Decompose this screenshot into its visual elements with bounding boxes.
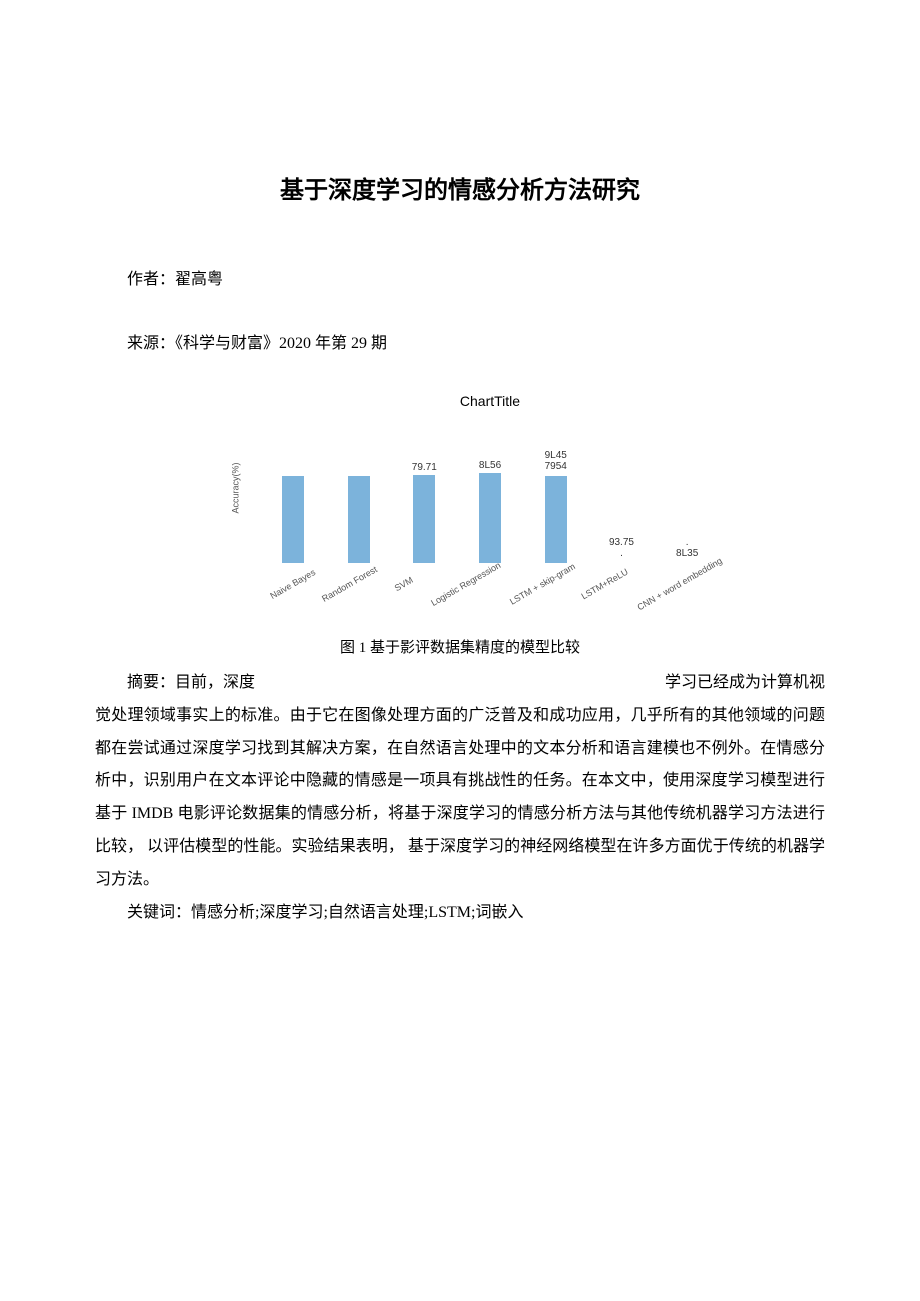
x-axis-labels: Naive BayesRandom ForestSVMLogistic Regr… <box>200 571 720 631</box>
chart-title: ChartTitle <box>260 393 720 409</box>
bar-value-label: 93.75. <box>609 537 634 561</box>
y-axis-label: Accuracy(%) <box>231 462 241 513</box>
accuracy-bar-chart: ChartTitle Accuracy(%) 79.71 8L56 9L457954… <box>200 393 720 631</box>
page-title: 基于深度学习的情感分析方法研究 <box>95 170 825 205</box>
abstract-body: 觉处理领域事实上的标准。由于它在图像处理方面的广泛普及和成功应用，几乎所有的其他… <box>95 707 825 888</box>
bars-area: 79.71 8L56 9L457954 93.75. .8L35 <box>260 413 720 563</box>
bar-value-label: 9L457954 <box>545 450 567 474</box>
abstract: 摘要：目前，深度 学习已经成为计算机视 觉处理领域事实上的标准。由于它在图像处理… <box>95 667 825 897</box>
abstract-first-line: 摘要：目前，深度 学习已经成为计算机视 <box>95 667 825 700</box>
bar-value-label: 79.71 <box>412 462 437 473</box>
bar-value-label: 8L56 <box>479 460 501 471</box>
bar <box>348 476 370 563</box>
bar-group: 79.71 <box>391 413 457 563</box>
bar-group: 9L457954 <box>523 413 589 563</box>
source-line: 来源：《科学与财富》2020 年第 29 期 <box>95 329 825 353</box>
bar <box>282 476 304 563</box>
chart-plot-area: Accuracy(%) 79.71 8L56 9L457954 93.75. .8L35 <box>200 413 720 563</box>
bar <box>479 473 501 563</box>
abstract-lead-left: 摘要：目前，深度 <box>95 667 255 700</box>
bar-group <box>260 413 326 563</box>
bar-group: .8L35 <box>654 413 720 563</box>
bar-group: 93.75. <box>589 413 655 563</box>
bar <box>545 476 567 563</box>
keywords: 关键词：情感分析;深度学习;自然语言处理;LSTM;词嵌入 <box>95 897 825 930</box>
bar-group: 8L56 <box>457 413 523 563</box>
abstract-lead-right: 学习已经成为计算机视 <box>665 667 825 700</box>
bar-group <box>326 413 392 563</box>
author-line: 作者：翟高粤 <box>95 265 825 289</box>
bar <box>413 475 435 563</box>
